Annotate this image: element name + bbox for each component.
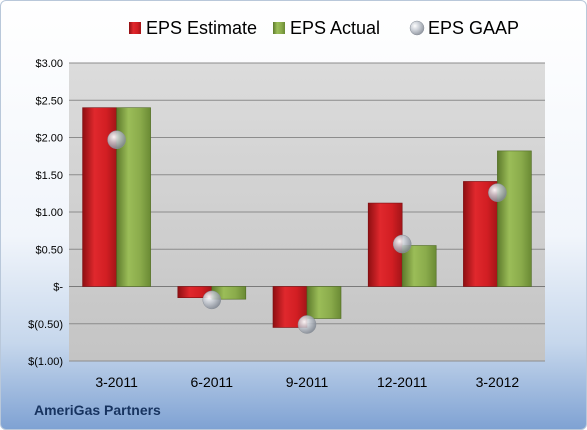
eps-gaap-marker (488, 183, 507, 202)
company-name: AmeriGas Partners (34, 402, 161, 418)
y-tick-label: $3.00 (35, 58, 63, 70)
legend-label: EPS GAAP (428, 18, 519, 38)
legend-label: EPS Estimate (146, 18, 257, 38)
eps-actual-bar (497, 150, 532, 287)
x-tick-label: 9-2011 (286, 374, 329, 390)
y-tick-label: $2.50 (35, 95, 63, 107)
y-tick-label: $- (53, 282, 63, 294)
x-tick-label: 3-2011 (95, 374, 138, 390)
y-tick-label: $(0.50) (28, 319, 63, 331)
eps-gaap-marker (107, 130, 126, 149)
x-axis: 3-2011 6-2011 9-2011 12-2011 3-2012 (95, 374, 519, 390)
eps-gaap-marker (392, 234, 412, 254)
eps-actual-bar (306, 286, 342, 319)
y-tick-label: $1.50 (35, 170, 63, 182)
legend-label: EPS Actual (290, 18, 380, 38)
legend-swatch-gaap (409, 20, 425, 36)
eps-gaap-marker (202, 290, 222, 310)
y-axis: $3.00 $2.50 $2.00 $1.50 $1.00 $0.50 $- $(0.50) $… (28, 58, 63, 368)
legend-swatch-estimate (129, 22, 141, 34)
y-tick-label: $1.00 (35, 207, 63, 219)
legend: EPS Estimate EPS Actual EPS GAAP (129, 18, 519, 38)
eps-actual-bar (401, 245, 437, 287)
x-tick-label: 6-2011 (191, 374, 234, 390)
gaap-markers (107, 130, 507, 334)
x-tick-label: 12-2011 (377, 374, 428, 390)
y-tick-label: $2.00 (35, 133, 63, 145)
y-tick-label: $(1.00) (28, 356, 63, 368)
legend-swatch-actual (273, 22, 285, 34)
x-tick-label: 3-2012 (476, 374, 520, 390)
eps-gaap-marker (297, 315, 317, 334)
y-tick-label: $0.50 (35, 244, 63, 256)
